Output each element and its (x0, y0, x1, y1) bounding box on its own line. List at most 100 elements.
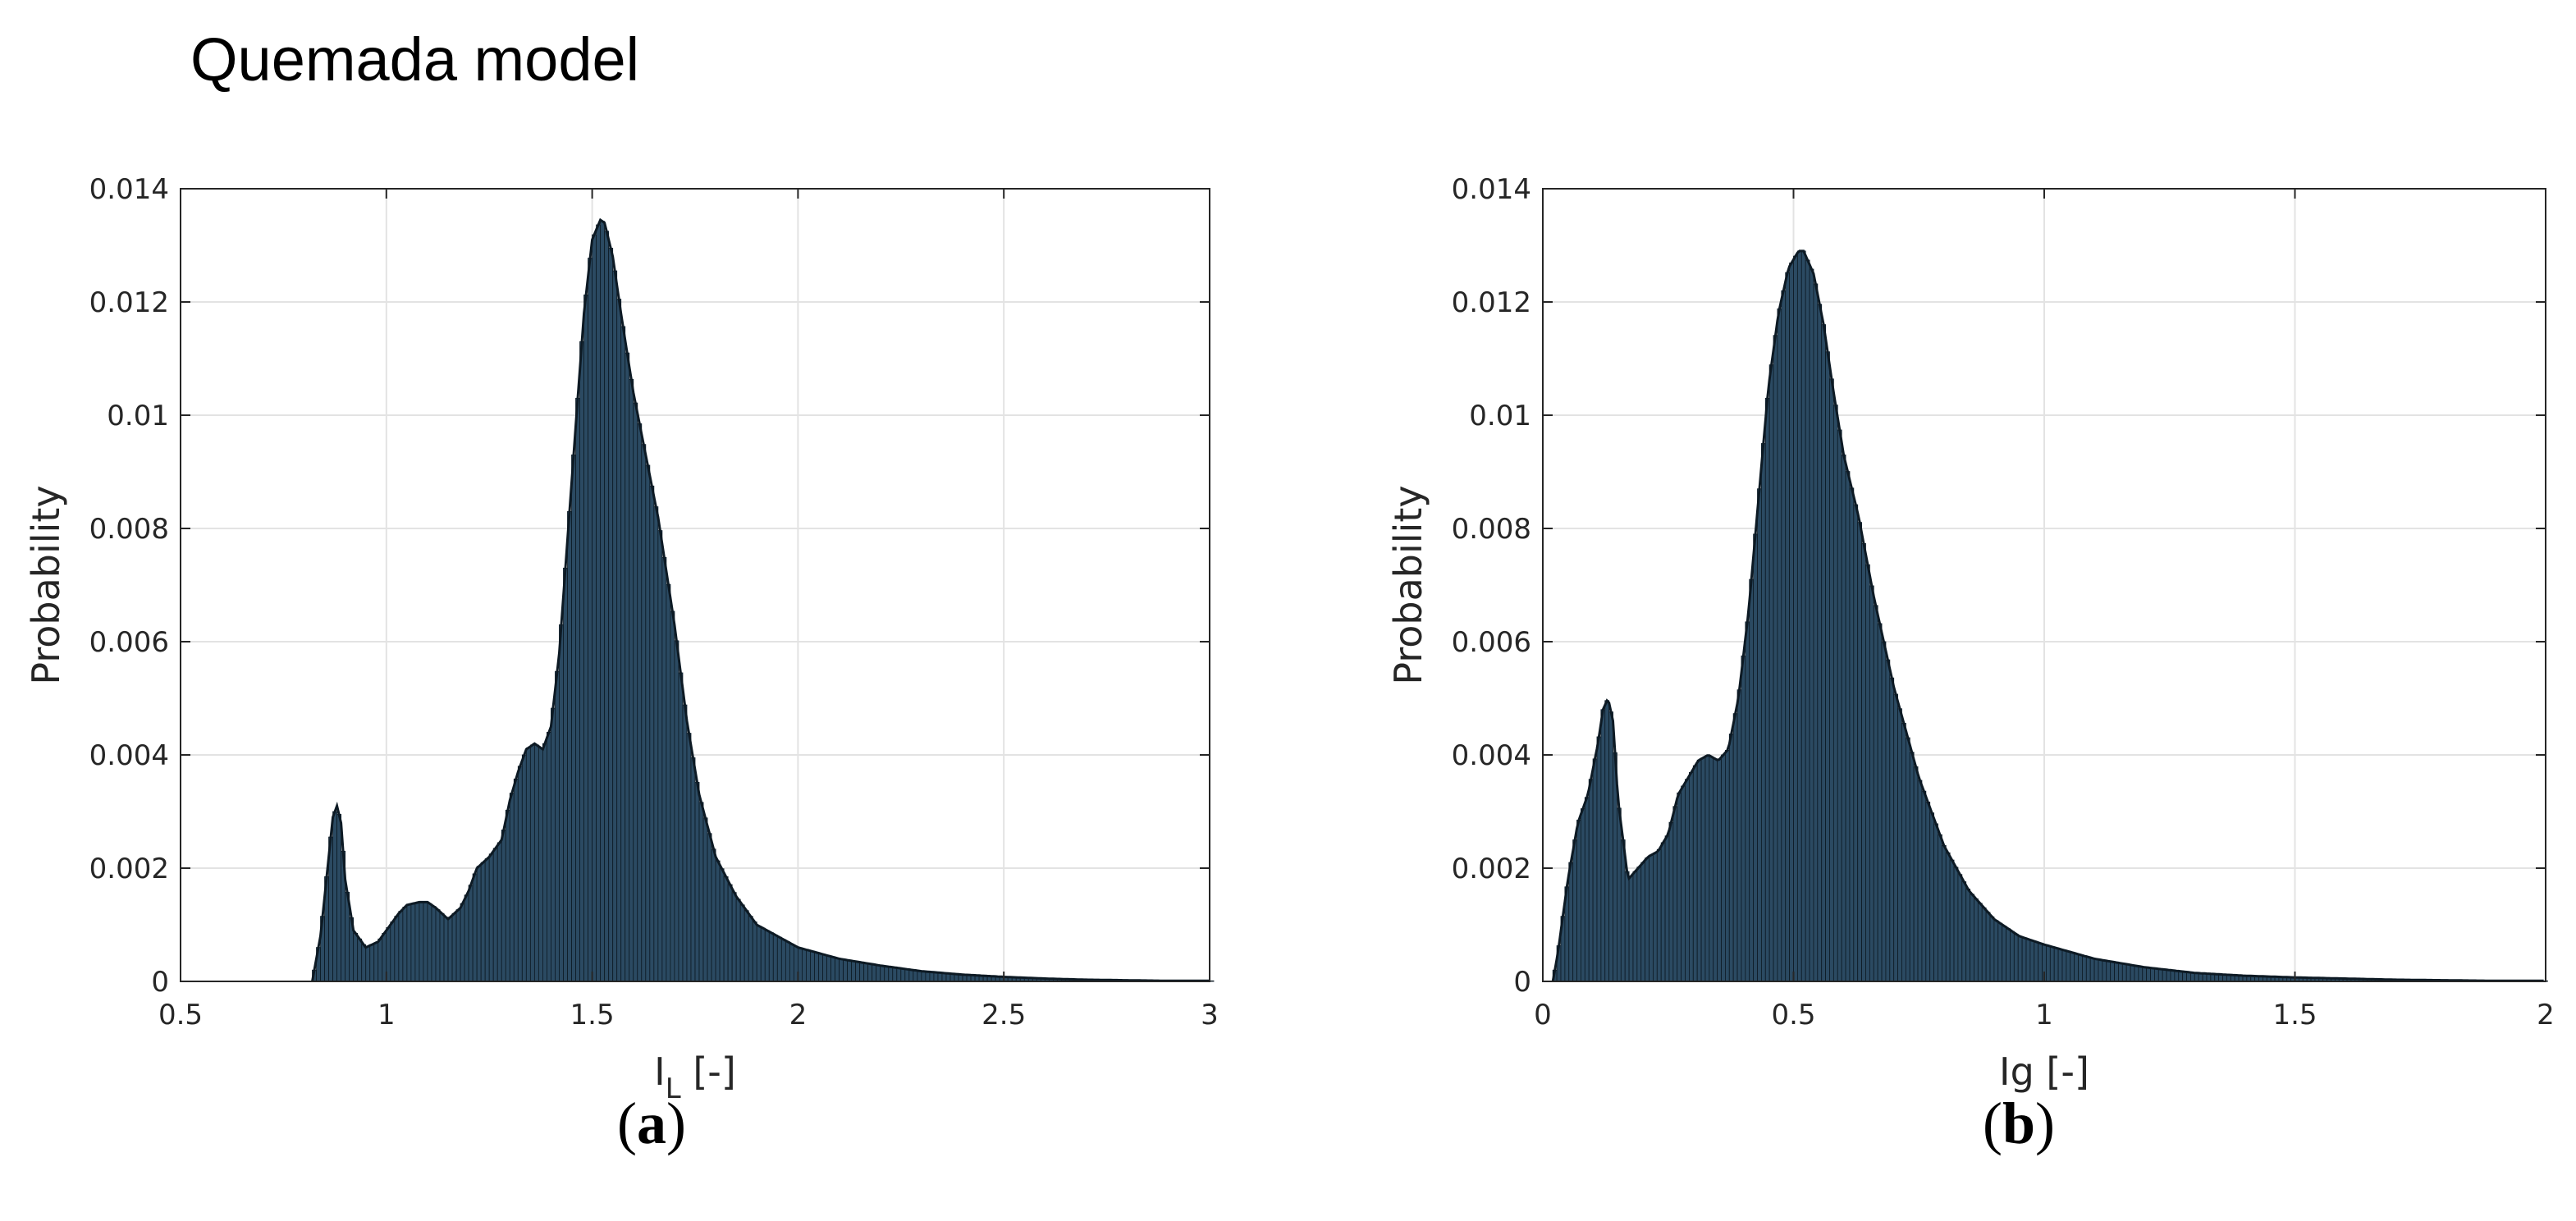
histogram-bar (1925, 802, 1931, 982)
histogram-bar (657, 530, 663, 982)
histogram-bar (402, 907, 408, 982)
histogram-bar (633, 402, 638, 982)
y-tick-label: 0.008 (89, 513, 169, 546)
histogram-bar (1889, 677, 1895, 982)
histogram-bar (1741, 655, 1746, 982)
histogram-bar (1668, 821, 1674, 982)
histogram-bar (616, 299, 622, 982)
histogram-bar (674, 640, 679, 982)
histogram-bar (723, 876, 729, 982)
histogram-bar (2078, 954, 2083, 982)
histogram-bar (1604, 700, 1610, 982)
histogram-bar (896, 967, 902, 982)
histogram-bar (2178, 971, 2184, 982)
histogram-bar (1685, 779, 1690, 982)
histogram-bar (1877, 623, 1883, 982)
histogram-bar (604, 231, 610, 982)
histogram-bar (353, 932, 359, 982)
histogram-bar (908, 969, 914, 982)
histogram-bar (571, 454, 576, 982)
histogram-bar (612, 270, 618, 982)
histogram-bar (1977, 903, 1983, 982)
histogram-bar (427, 903, 432, 982)
histogram-bar (455, 909, 461, 982)
histogram-bar (1677, 792, 1682, 982)
histogram-bar (1997, 922, 2003, 982)
figure-title: Quemada model (190, 25, 640, 94)
histogram-bar (464, 894, 469, 982)
histogram-bar (789, 944, 794, 982)
histogram-bar (826, 955, 831, 982)
histogram-bar (1825, 351, 1830, 982)
histogram-bar (2013, 933, 2019, 982)
histogram-bar (423, 902, 428, 982)
histogram-bar (921, 971, 927, 982)
histogram-bar (1945, 852, 1951, 982)
histogram-bar (637, 423, 643, 982)
histogram-bar (1865, 564, 1870, 982)
histogram-bar (694, 781, 700, 982)
histogram-bar (1768, 364, 1774, 982)
histogram-bar (1736, 689, 1742, 982)
y-axis-label: Probability (1386, 485, 1430, 684)
histogram-bar (1596, 736, 1602, 982)
histogram-bar (2110, 961, 2115, 982)
histogram-bar (1760, 443, 1766, 982)
histogram-bar (1624, 871, 1630, 982)
histogram-bar (1965, 888, 1970, 982)
histogram-bar (496, 842, 502, 982)
histogram-bar (1985, 912, 1991, 982)
histogram-bar (1974, 898, 1979, 982)
y-axis-label: Probability (24, 485, 68, 684)
histogram-bar (1696, 759, 1702, 982)
histogram-bar (735, 899, 741, 982)
histogram-bar (567, 510, 572, 982)
histogram-bar (843, 959, 848, 982)
y-tick-label: 0.014 (1452, 173, 1531, 206)
histogram-bar (1832, 405, 1838, 982)
panel-label-b-open: ( (1983, 1091, 2002, 1156)
histogram-bar (1989, 916, 1995, 982)
histogram-bar (2061, 949, 2067, 982)
histogram-bar (533, 744, 539, 982)
histogram-bar (1796, 250, 1802, 982)
histogram-bar (810, 951, 815, 982)
histogram-bar (1805, 259, 1810, 982)
histogram-bar (1745, 621, 1750, 982)
y-tick-label: 0.01 (1469, 400, 1531, 432)
histogram-bar (1957, 874, 1963, 982)
histogram-bar (555, 670, 560, 982)
histogram-bar (390, 921, 396, 982)
histogram-bar (1941, 845, 1947, 982)
histogram-bar (1893, 693, 1898, 982)
histogram-bar (369, 944, 375, 982)
histogram-bar (1869, 585, 1874, 982)
y-tick-label: 0.004 (89, 739, 169, 772)
histogram-bar (1689, 771, 1694, 982)
histogram-bar (2066, 951, 2071, 982)
histogram-bar (649, 485, 655, 982)
histogram-bar (686, 733, 692, 982)
histogram-bar (1721, 754, 1726, 982)
histogram-bar (715, 860, 721, 982)
histogram-bar (2017, 935, 2023, 982)
histogram-bar (583, 294, 588, 982)
histogram-bar (1993, 920, 1999, 982)
y-tick-label: 0.008 (1452, 513, 1531, 546)
histogram-bar (929, 972, 935, 982)
histogram-bar (1584, 797, 1590, 982)
histogram-bar (2106, 960, 2112, 982)
histogram-bar (2082, 955, 2087, 982)
histogram-bar (2146, 967, 2151, 982)
histogram-bar (814, 952, 819, 982)
histogram-bar (2046, 945, 2051, 982)
histogram-bar (785, 941, 790, 982)
histogram-bar (1821, 324, 1827, 982)
histogram-bar (744, 910, 749, 982)
panel-label-b-letter: b (2002, 1091, 2036, 1156)
histogram-bar (1857, 522, 1862, 982)
histogram-bar (2089, 958, 2095, 982)
histogram-bar (1628, 876, 1634, 982)
histogram-bar (468, 885, 474, 982)
